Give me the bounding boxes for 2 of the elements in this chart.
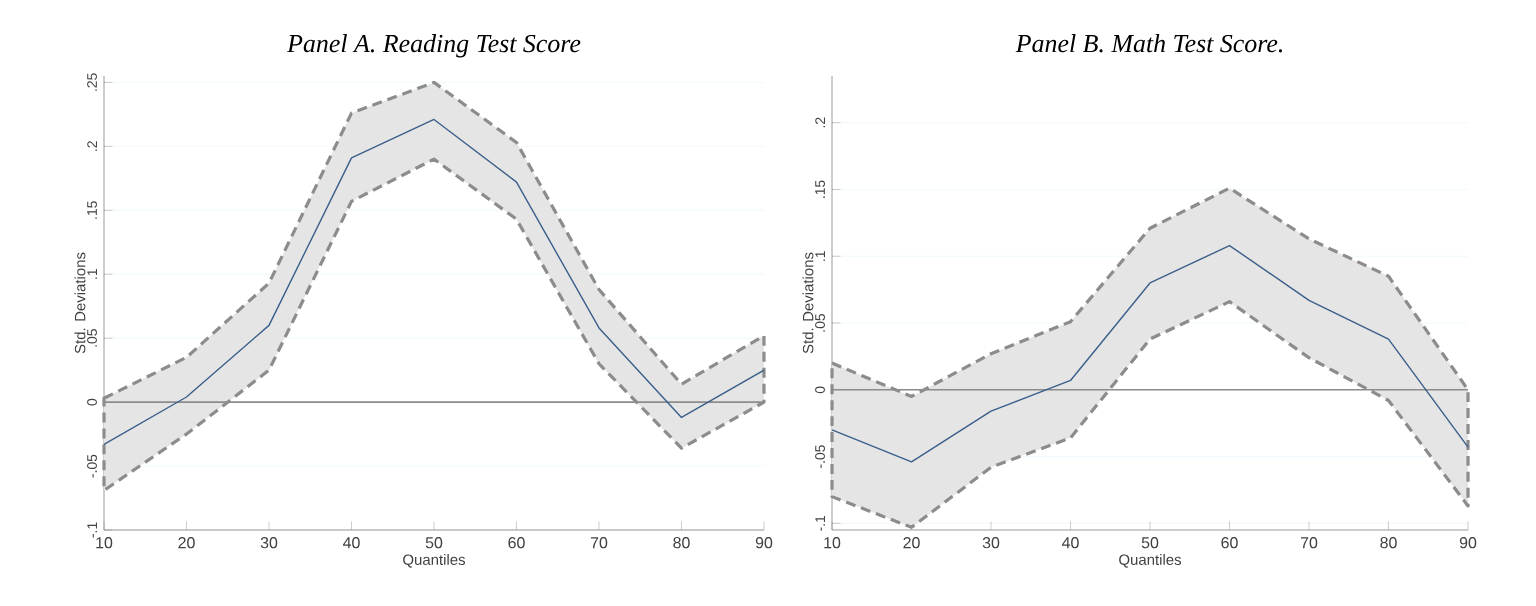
chart-title: Panel A. Reading Test Score [286,34,581,58]
chart-title: Panel B. Math Test Score. [1015,34,1282,53]
